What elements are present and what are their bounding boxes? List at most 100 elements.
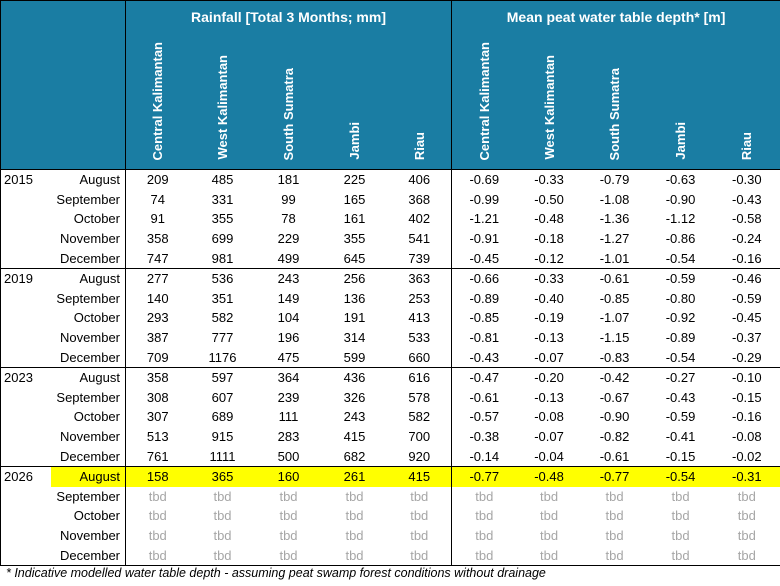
depth-value: -0.30: [713, 168, 780, 190]
depth-value: -0.16: [713, 407, 780, 427]
rainfall-value: 229: [277, 231, 300, 247]
rainfall-value: 777: [211, 330, 234, 346]
rainfall-value: 915: [211, 429, 234, 445]
depth-value: -0.66: [451, 267, 517, 289]
rainfall-value: tbd: [345, 488, 364, 504]
table-row: November 358 699 229 355 541 -0.91 -0.18 -1.27 -0…: [0, 228, 780, 249]
depth-value: -1.15: [599, 330, 630, 346]
rainfall-value: 165: [343, 191, 366, 207]
year-cell: 2023: [0, 366, 51, 388]
year-cell: [0, 387, 51, 408]
depth-value: -0.83: [599, 349, 630, 365]
depth-region-header: Central Kalimantan: [451, 33, 517, 170]
rainfall-region-header: Jambi: [321, 33, 388, 170]
rainfall-value: 500: [277, 448, 300, 464]
depth-value: tbd: [539, 527, 559, 543]
rainfall-value: 351: [211, 290, 234, 306]
depth-value: tbd: [605, 508, 624, 524]
rainfall-value: 582: [408, 409, 431, 425]
rainfall-value: 700: [408, 429, 431, 445]
rainfall-value: 160: [255, 465, 322, 487]
depth-value: -0.59: [647, 267, 714, 289]
rainfall-value: 256: [321, 267, 388, 289]
depth-value: -0.90: [599, 409, 630, 425]
rainfall-value: 485: [189, 168, 256, 190]
month-cell: August: [50, 366, 126, 388]
rainfall-value: 243: [343, 409, 366, 425]
depth-value: -0.89: [665, 330, 696, 346]
depth-value: -0.31: [713, 465, 780, 487]
rainfall-value: tbd: [213, 508, 232, 524]
rainfall-value: 415: [343, 429, 366, 445]
depth-value: tbd: [539, 488, 559, 504]
rainfall-value: 104: [277, 310, 300, 326]
rainfall-value: 239: [277, 389, 300, 405]
rainfall-value: 365: [189, 465, 256, 487]
year-cell: [0, 189, 51, 210]
rainfall-value: 196: [277, 330, 300, 346]
table-row: December tbd tbd tbd tbd tbd tbd tbd tbd tbd tbd: [0, 545, 780, 566]
region-label: Riau: [411, 131, 427, 160]
table-row: September tbd tbd tbd tbd tbd tbd tbd tbd tbd tbd: [0, 486, 780, 507]
table-row: 2023 August 358 597 364 436 616 -0.47 -0.20 -0.42…: [0, 366, 780, 388]
year-cell: [0, 209, 51, 229]
depth-value: -0.85: [451, 308, 517, 328]
month-cell: November: [50, 525, 126, 546]
rainfall-value: 293: [146, 310, 169, 326]
rainfall-value: 406: [387, 168, 452, 190]
rainfall-value: 387: [146, 330, 169, 346]
table-row: 2015 August 209 485 181 225 406 -0.69 -0.33 -0.79…: [0, 168, 780, 190]
rainfall-value: 358: [146, 231, 169, 247]
rainfall-value: 739: [408, 250, 431, 266]
depth-value: tbd: [516, 545, 582, 566]
rainfall-value: tbd: [321, 545, 388, 566]
depth-value: -0.59: [713, 288, 780, 309]
rainfall-value: 283: [277, 429, 300, 445]
rainfall-value: 541: [408, 231, 431, 247]
depth-value: tbd: [671, 508, 690, 524]
table-row: 2026 August 158 365 160 261 415 -0.77 -0.48 -0.77…: [0, 465, 780, 487]
depth-value: -0.43: [713, 189, 780, 210]
table-row: 2019 August 277 536 243 256 363 -0.66 -0.33 -0.61…: [0, 267, 780, 289]
rainfall-value: 682: [343, 448, 366, 464]
table-row: October 307 689 111 243 582 -0.57 -0.08 -0.90 -0.…: [0, 407, 780, 427]
rainfall-value: 513: [146, 429, 169, 445]
depth-value: -1.12: [665, 211, 696, 227]
rainfall-value: 747: [146, 250, 169, 266]
depth-value: -0.13: [534, 330, 564, 346]
month-cell: August: [50, 168, 126, 190]
rainfall-value: 91: [150, 211, 165, 227]
rainfall-value: 920: [408, 448, 431, 464]
rainfall-value: tbd: [125, 545, 190, 566]
depth-region-header: West Kalimantan: [516, 33, 582, 170]
depth-value: -0.86: [665, 231, 696, 247]
year-cell: [0, 446, 51, 467]
year-cell: [0, 327, 51, 348]
depth-value: tbd: [451, 506, 517, 526]
depth-value: tbd: [451, 545, 517, 566]
depth-value: tbd: [671, 527, 690, 543]
month-cell: October: [50, 209, 126, 229]
table-row: December 709 1176 475 599 660 -0.43 -0.07 -0.83 -…: [0, 347, 780, 368]
region-label: Jambi: [347, 122, 362, 160]
depth-value: -0.54: [647, 465, 714, 487]
depth-value: -0.38: [451, 426, 517, 447]
year-cell: [0, 308, 51, 328]
depth-value: -0.37: [713, 327, 780, 348]
depth-value: -0.82: [599, 429, 630, 445]
rainfall-value: 413: [408, 310, 431, 326]
rainfall-value: 308: [146, 389, 169, 405]
depth-value: -0.81: [451, 327, 517, 348]
rainfall-value: 536: [189, 267, 256, 289]
depth-value: tbd: [713, 545, 780, 566]
month-cell: September: [50, 486, 126, 507]
rainfall-value: 209: [125, 168, 190, 190]
depth-value: -0.14: [451, 446, 517, 467]
depth-value: -0.61: [599, 448, 630, 464]
depth-value: tbd: [451, 486, 517, 507]
depth-value: -0.46: [713, 267, 780, 289]
depth-value: tbd: [713, 525, 780, 546]
region-label: South Sumatra: [607, 67, 623, 160]
depth-value: -0.57: [451, 407, 517, 427]
